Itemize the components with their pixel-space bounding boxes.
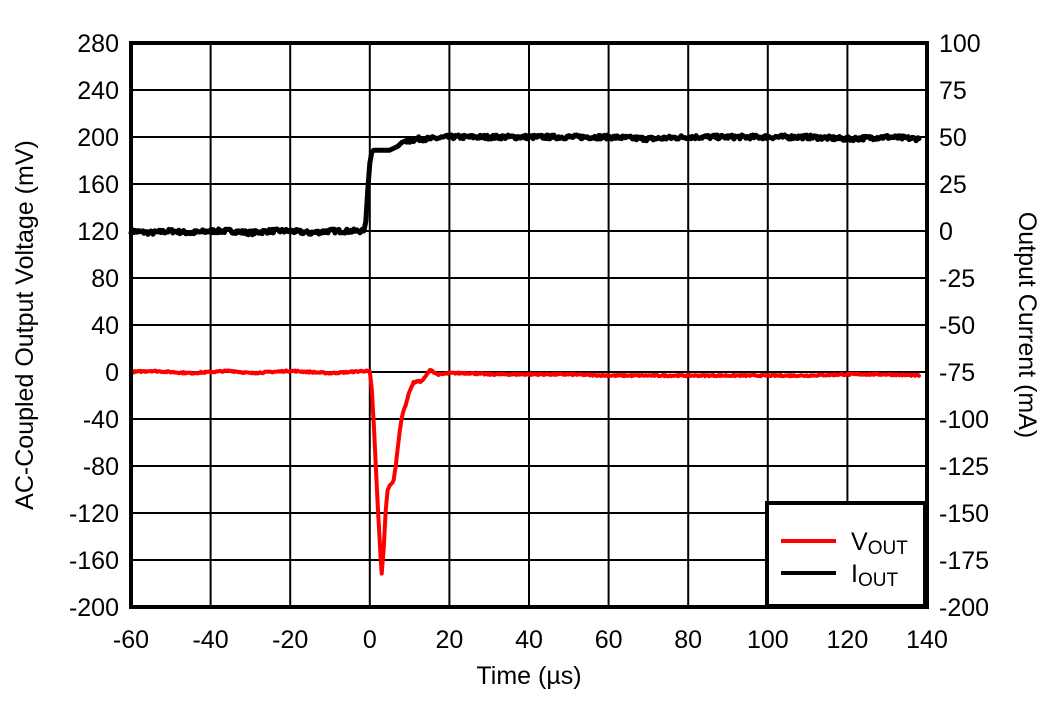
legend-label-vout-main: V [851,528,868,556]
y-right-axis-ticks: 100 75 50 25 0 -25 -50 -75 -100 -125 -150 -175 -200 [939,30,989,622]
x-tick-label: 100 [747,626,789,654]
y-right-tick-label: 75 [939,77,967,105]
y-left-tick-label: 280 [77,30,119,58]
x-tick-label: 60 [595,626,623,654]
legend-label-iout-sub: OUT [858,570,899,591]
x-tick-label: 80 [674,626,702,654]
y-right-tick-label: 25 [939,171,967,199]
y-left-tick-label: 200 [77,124,119,152]
y-left-tick-label: 0 [105,359,119,387]
series-iout-line [128,132,922,238]
y-right-tick-label: -75 [939,359,975,387]
y-left-tick-label: -80 [83,453,119,481]
legend-label-vout-sub: OUT [868,538,909,559]
x-tick-label: 40 [515,626,543,654]
plot-frame [129,41,929,609]
legend-label-vout: VOUT [851,528,908,559]
y-right-tick-label: -125 [939,453,989,481]
x-axis-title: Time (µs) [476,662,581,690]
x-tick-label: 0 [363,626,377,654]
legend: VOUT IOUT [765,501,927,608]
x-tick-label: -60 [113,626,149,654]
y-left-tick-label: -40 [83,406,119,434]
y-left-tick-label: 120 [77,218,119,246]
y-left-tick-label: 80 [91,265,119,293]
y-right-axis-title: Output Current (mA) [1013,212,1041,438]
y-right-tick-label: -175 [939,547,989,575]
legend-label-iout-main: I [851,560,858,588]
x-tick-label: 120 [827,626,869,654]
y-left-tick-label: 160 [77,171,119,199]
y-right-tick-label: -25 [939,265,975,293]
y-left-tick-label: 240 [77,77,119,105]
x-tick-label: 20 [435,626,463,654]
y-left-axis-ticks: 280 240 200 160 120 80 40 0 -40 -80 -120 -160 -200 [69,30,119,622]
y-left-tick-label: 40 [91,312,119,340]
y-right-tick-label: -200 [939,594,989,622]
y-right-tick-label: -50 [939,312,975,340]
x-axis-ticks: -60 -40 -20 0 20 40 60 80 100 120 140 [113,626,948,654]
y-right-tick-label: 0 [939,218,953,246]
y-left-tick-label: -200 [69,594,119,622]
y-right-tick-label: 50 [939,124,967,152]
y-right-tick-label: -150 [939,500,989,528]
x-tick-label: -20 [272,626,308,654]
x-tick-label: -40 [193,626,229,654]
legend-label-iout: IOUT [851,560,898,591]
y-left-tick-label: -160 [69,547,119,575]
y-right-tick-label: 100 [939,30,981,58]
y-right-tick-label: -100 [939,406,989,434]
x-tick-label: 140 [906,626,948,654]
y-left-axis-title: AC-Coupled Output Voltage (mV) [11,140,39,510]
series-vout-line [129,367,921,576]
y-left-tick-label: -120 [69,500,119,528]
legend-box [765,501,927,608]
data-series [128,132,922,576]
